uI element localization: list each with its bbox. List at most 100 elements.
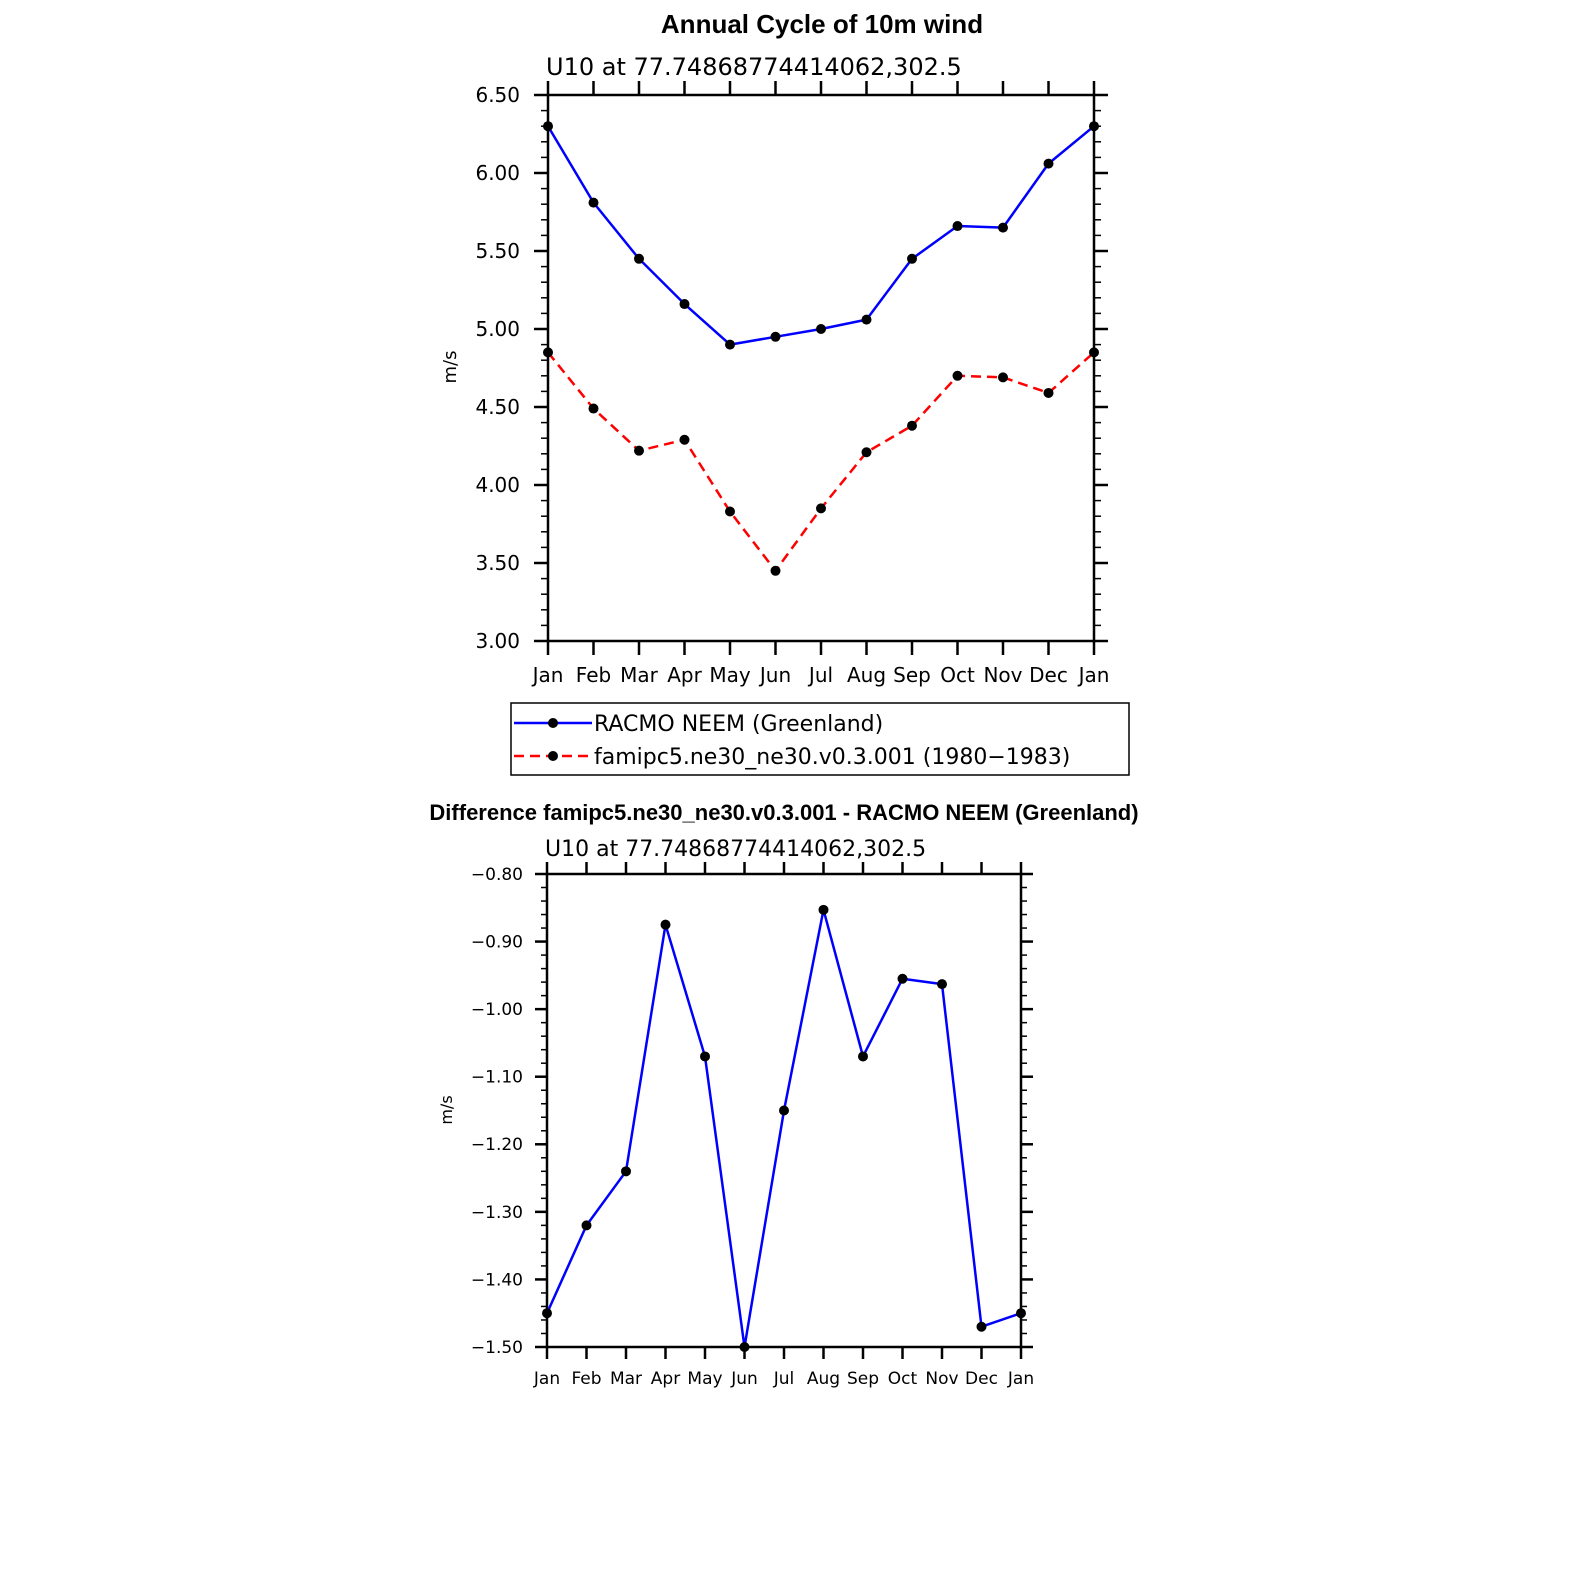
x-tick-label: Dec xyxy=(965,1369,998,1389)
y-tick-label: 3.00 xyxy=(475,629,520,653)
data-point xyxy=(725,339,735,350)
data-point xyxy=(952,221,963,232)
y-tick-label: −1.00 xyxy=(471,1000,523,1020)
y-tick-label: 3.50 xyxy=(475,551,520,575)
series-line-0 xyxy=(545,908,1022,1349)
series-line-1 xyxy=(547,351,1095,573)
y-tick-label: −0.90 xyxy=(471,933,523,953)
data-point xyxy=(581,1220,592,1231)
data-point xyxy=(779,1105,789,1116)
data-point xyxy=(998,222,1008,233)
plot-frame xyxy=(546,93,1096,643)
legend-box xyxy=(510,702,1130,776)
x-tick-label: Jan xyxy=(531,663,564,687)
data-point xyxy=(679,299,690,310)
y-tick-label: 5.00 xyxy=(475,317,520,341)
y-tick-label: −1.30 xyxy=(471,1203,523,1223)
chart-title: Annual Cycle of 10m wind xyxy=(661,9,983,39)
x-tick-label: May xyxy=(687,1369,722,1389)
y-tick-label: 6.00 xyxy=(475,161,520,185)
data-point xyxy=(818,904,829,915)
data-point xyxy=(770,565,781,576)
x-tick-label: Dec xyxy=(1029,663,1068,687)
x-tick-label: Jul xyxy=(773,1369,795,1389)
chart-title: Difference famipc5.ne30_ne30.v0.3.001 - … xyxy=(429,800,1138,825)
data-point xyxy=(937,979,947,990)
data-point xyxy=(1016,1308,1026,1319)
data-point xyxy=(861,447,872,458)
y-tick-label: −1.50 xyxy=(471,1338,523,1358)
x-tick-label: Sep xyxy=(847,1369,879,1389)
y-tick-label: 4.50 xyxy=(475,395,520,419)
y-tick-label: −0.80 xyxy=(471,865,523,885)
y-tick-label: 4.00 xyxy=(475,473,520,497)
data-point xyxy=(543,347,553,358)
data-point xyxy=(588,197,599,208)
data-point xyxy=(700,1051,710,1062)
y-axis-label: m/s xyxy=(437,1095,456,1124)
data-point xyxy=(634,253,644,264)
y-tick-label: 6.50 xyxy=(475,83,520,107)
x-tick-label: Nov xyxy=(983,663,1022,687)
y-tick-label: −1.20 xyxy=(471,1135,523,1155)
data-point xyxy=(861,314,872,325)
data-point xyxy=(542,1308,552,1319)
legend-marker-racmo xyxy=(548,718,558,728)
data-point xyxy=(543,121,553,132)
plot-area: −1.50 −1.40 −1.30 −1.20 −1.10 −1.00 −0.90 −0.80… xyxy=(471,862,1034,1389)
data-point xyxy=(621,1166,631,1177)
data-point xyxy=(976,1321,987,1332)
y-axis-label: m/s xyxy=(440,351,461,384)
chart-subtitle: U10 at 77.74868774414062,302.5 xyxy=(546,53,962,81)
x-tick-label: Oct xyxy=(940,663,975,687)
x-tick-label: May xyxy=(709,663,751,687)
data-point xyxy=(634,445,644,456)
data-point xyxy=(816,503,826,514)
data-point xyxy=(816,324,826,334)
difference-panel: Difference famipc5.ne30_ne30.v0.3.001 - … xyxy=(429,800,1138,1389)
data-point xyxy=(660,919,671,930)
x-tick-label: Apr xyxy=(667,663,702,687)
x-tick-label: Sep xyxy=(893,663,931,687)
data-point xyxy=(952,370,963,381)
x-tick-label: Jun xyxy=(730,1369,758,1389)
x-tick-label: Mar xyxy=(620,663,659,687)
y-tick-label: 5.50 xyxy=(475,239,520,263)
x-tick-label: Aug xyxy=(847,663,886,687)
x-tick-label: Feb xyxy=(571,1369,601,1389)
x-tick-label: Jul xyxy=(807,663,833,687)
data-point xyxy=(907,420,917,431)
x-tick-label: Feb xyxy=(576,663,611,687)
x-tick-label: Jan xyxy=(1007,1369,1034,1389)
x-tick-label: Apr xyxy=(651,1369,680,1389)
data-point xyxy=(770,331,781,342)
data-point xyxy=(1089,121,1099,132)
x-tick-label: Oct xyxy=(888,1369,918,1389)
data-point xyxy=(679,434,690,445)
data-point xyxy=(858,1051,868,1062)
data-point xyxy=(998,372,1008,383)
x-tick-label: Aug xyxy=(807,1369,840,1389)
x-tick-label: Jan xyxy=(1077,663,1110,687)
data-point xyxy=(739,1342,750,1352)
legend-label-racmo: RACMO NEEM (Greenland) xyxy=(594,712,883,737)
data-point xyxy=(907,253,917,264)
plot-area: 3.00 3.50 4.00 4.50 5.00 5.50 6.00 6.50 Jan Feb Ma… xyxy=(475,81,1109,687)
data-point xyxy=(897,973,908,984)
data-point xyxy=(725,506,735,517)
legend-label-famipc5: famipc5.ne30_ne30.v0.3.001 (1980−1983) xyxy=(594,745,1070,770)
data-point xyxy=(1043,387,1054,398)
legend: RACMO NEEM (Greenland) famipc5.ne30_ne30… xyxy=(510,702,1130,776)
x-tick-label: Mar xyxy=(610,1369,642,1389)
x-tick-label: Jun xyxy=(758,663,791,687)
x-tick-label: Nov xyxy=(925,1369,958,1389)
annual-cycle-panel: Annual Cycle of 10m wind U10 at 77.74868… xyxy=(440,9,1130,776)
legend-marker-famipc5 xyxy=(548,751,558,761)
y-tick-label: −1.40 xyxy=(471,1270,523,1290)
data-point xyxy=(1043,158,1054,169)
chart-subtitle: U10 at 77.74868774414062,302.5 xyxy=(545,837,926,862)
x-tick-label: Jan xyxy=(533,1369,560,1389)
data-point xyxy=(1089,347,1099,358)
y-tick-label: −1.10 xyxy=(471,1068,523,1088)
